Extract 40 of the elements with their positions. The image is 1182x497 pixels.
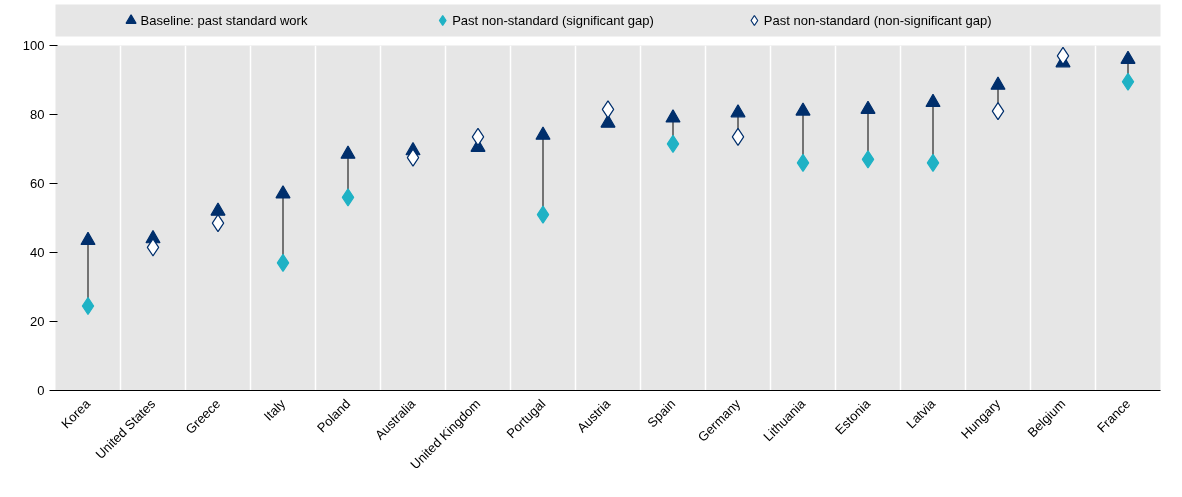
y-tick-label: 0: [37, 383, 45, 398]
point: [341, 188, 355, 207]
point: [730, 104, 746, 118]
point: [926, 153, 940, 172]
legend-label: Past non-standard (non-significant gap): [763, 13, 992, 28]
point: [1121, 72, 1135, 91]
point: [275, 185, 291, 199]
point: [990, 76, 1006, 90]
point: [535, 126, 551, 140]
y-tick-label: 40: [30, 245, 45, 260]
point: [211, 214, 225, 233]
point: [1120, 50, 1136, 64]
legend-label: Past non-standard (significant gap): [452, 13, 654, 28]
y-tick-label: 20: [30, 314, 45, 329]
point: [796, 153, 810, 172]
point: [860, 100, 876, 114]
point: [81, 296, 95, 316]
point: [406, 148, 420, 167]
point: [731, 127, 745, 147]
point: [471, 127, 485, 147]
point: [925, 93, 941, 108]
point: [666, 134, 680, 153]
point: [210, 202, 226, 216]
point: [861, 150, 875, 169]
point: [665, 109, 681, 123]
point: [146, 238, 160, 257]
point: [536, 205, 550, 224]
point: [340, 145, 356, 159]
legend-label: Baseline: past standard work: [140, 13, 308, 28]
y-tick-label: 60: [30, 176, 45, 191]
point: [276, 253, 290, 272]
point: [601, 100, 615, 119]
point: [80, 231, 96, 246]
y-tick-label: 100: [22, 38, 45, 53]
x-tick-label: Italy: [260, 395, 289, 424]
point: [1056, 46, 1070, 65]
point: [600, 114, 616, 128]
point: [991, 101, 1005, 121]
point: [795, 102, 811, 116]
y-tick-label: 80: [30, 107, 45, 122]
